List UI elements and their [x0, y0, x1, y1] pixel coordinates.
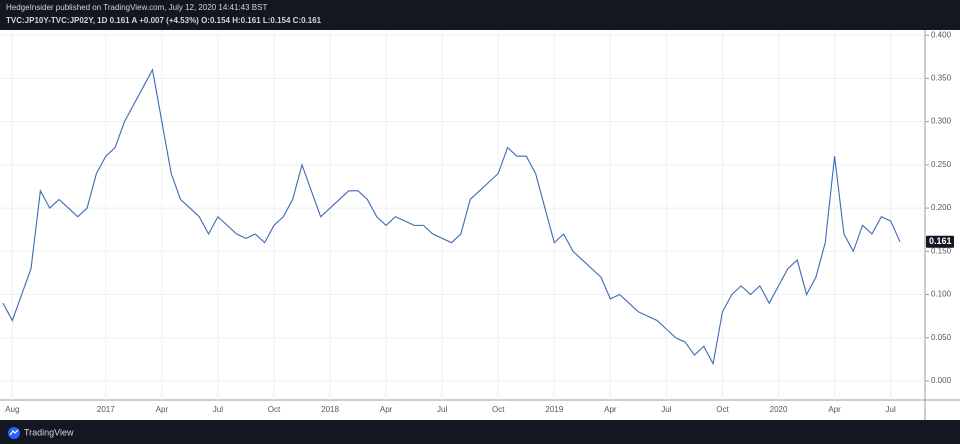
watermark: TradingView: [24, 427, 74, 437]
x-tick-label: Apr: [156, 405, 169, 414]
y-tick-label: 0.050: [931, 333, 952, 342]
price-label-bg: [926, 235, 954, 248]
y-tick-label: 0.400: [931, 30, 952, 39]
price-label: 0.161: [929, 236, 952, 246]
x-tick-label: Jul: [661, 405, 671, 414]
x-tick-label: 2018: [321, 405, 339, 414]
y-tick-label: 0.100: [931, 290, 952, 299]
y-tick-label: 0.350: [931, 74, 952, 83]
x-tick-label: Oct: [716, 405, 729, 414]
y-tick-label: 0.200: [931, 203, 952, 212]
series-line: [2, 68, 901, 366]
grid: [0, 30, 925, 400]
x-tick-label: Aug: [5, 405, 19, 414]
x-tick-label: Jul: [886, 405, 896, 414]
chart-subtitle: HedgeInsider published on TradingView.co…: [6, 3, 267, 12]
x-tick-label: Jul: [213, 405, 223, 414]
plot-background: [0, 30, 960, 420]
y-tick-label: 0.300: [931, 117, 952, 126]
x-tick-label: Oct: [268, 405, 281, 414]
x-tick-label: 2017: [97, 405, 115, 414]
y-tick-label: 0.150: [931, 246, 952, 255]
x-tick-label: Jul: [437, 405, 447, 414]
chart-title: TVC:JP10Y-TVC:JP02Y, 1D 0.161 A +0.007 (…: [6, 16, 322, 25]
logo: [8, 427, 20, 439]
x-tick-label: 2020: [770, 405, 788, 414]
y-tick-label: 0.000: [931, 376, 952, 385]
x-tick-label: 2019: [545, 405, 563, 414]
x-tick-label: Apr: [604, 405, 617, 414]
x-tick-label: Apr: [828, 405, 841, 414]
y-tick-label: 0.250: [931, 160, 952, 169]
x-tick-label: Oct: [492, 405, 505, 414]
x-tick-label: Apr: [380, 405, 393, 414]
